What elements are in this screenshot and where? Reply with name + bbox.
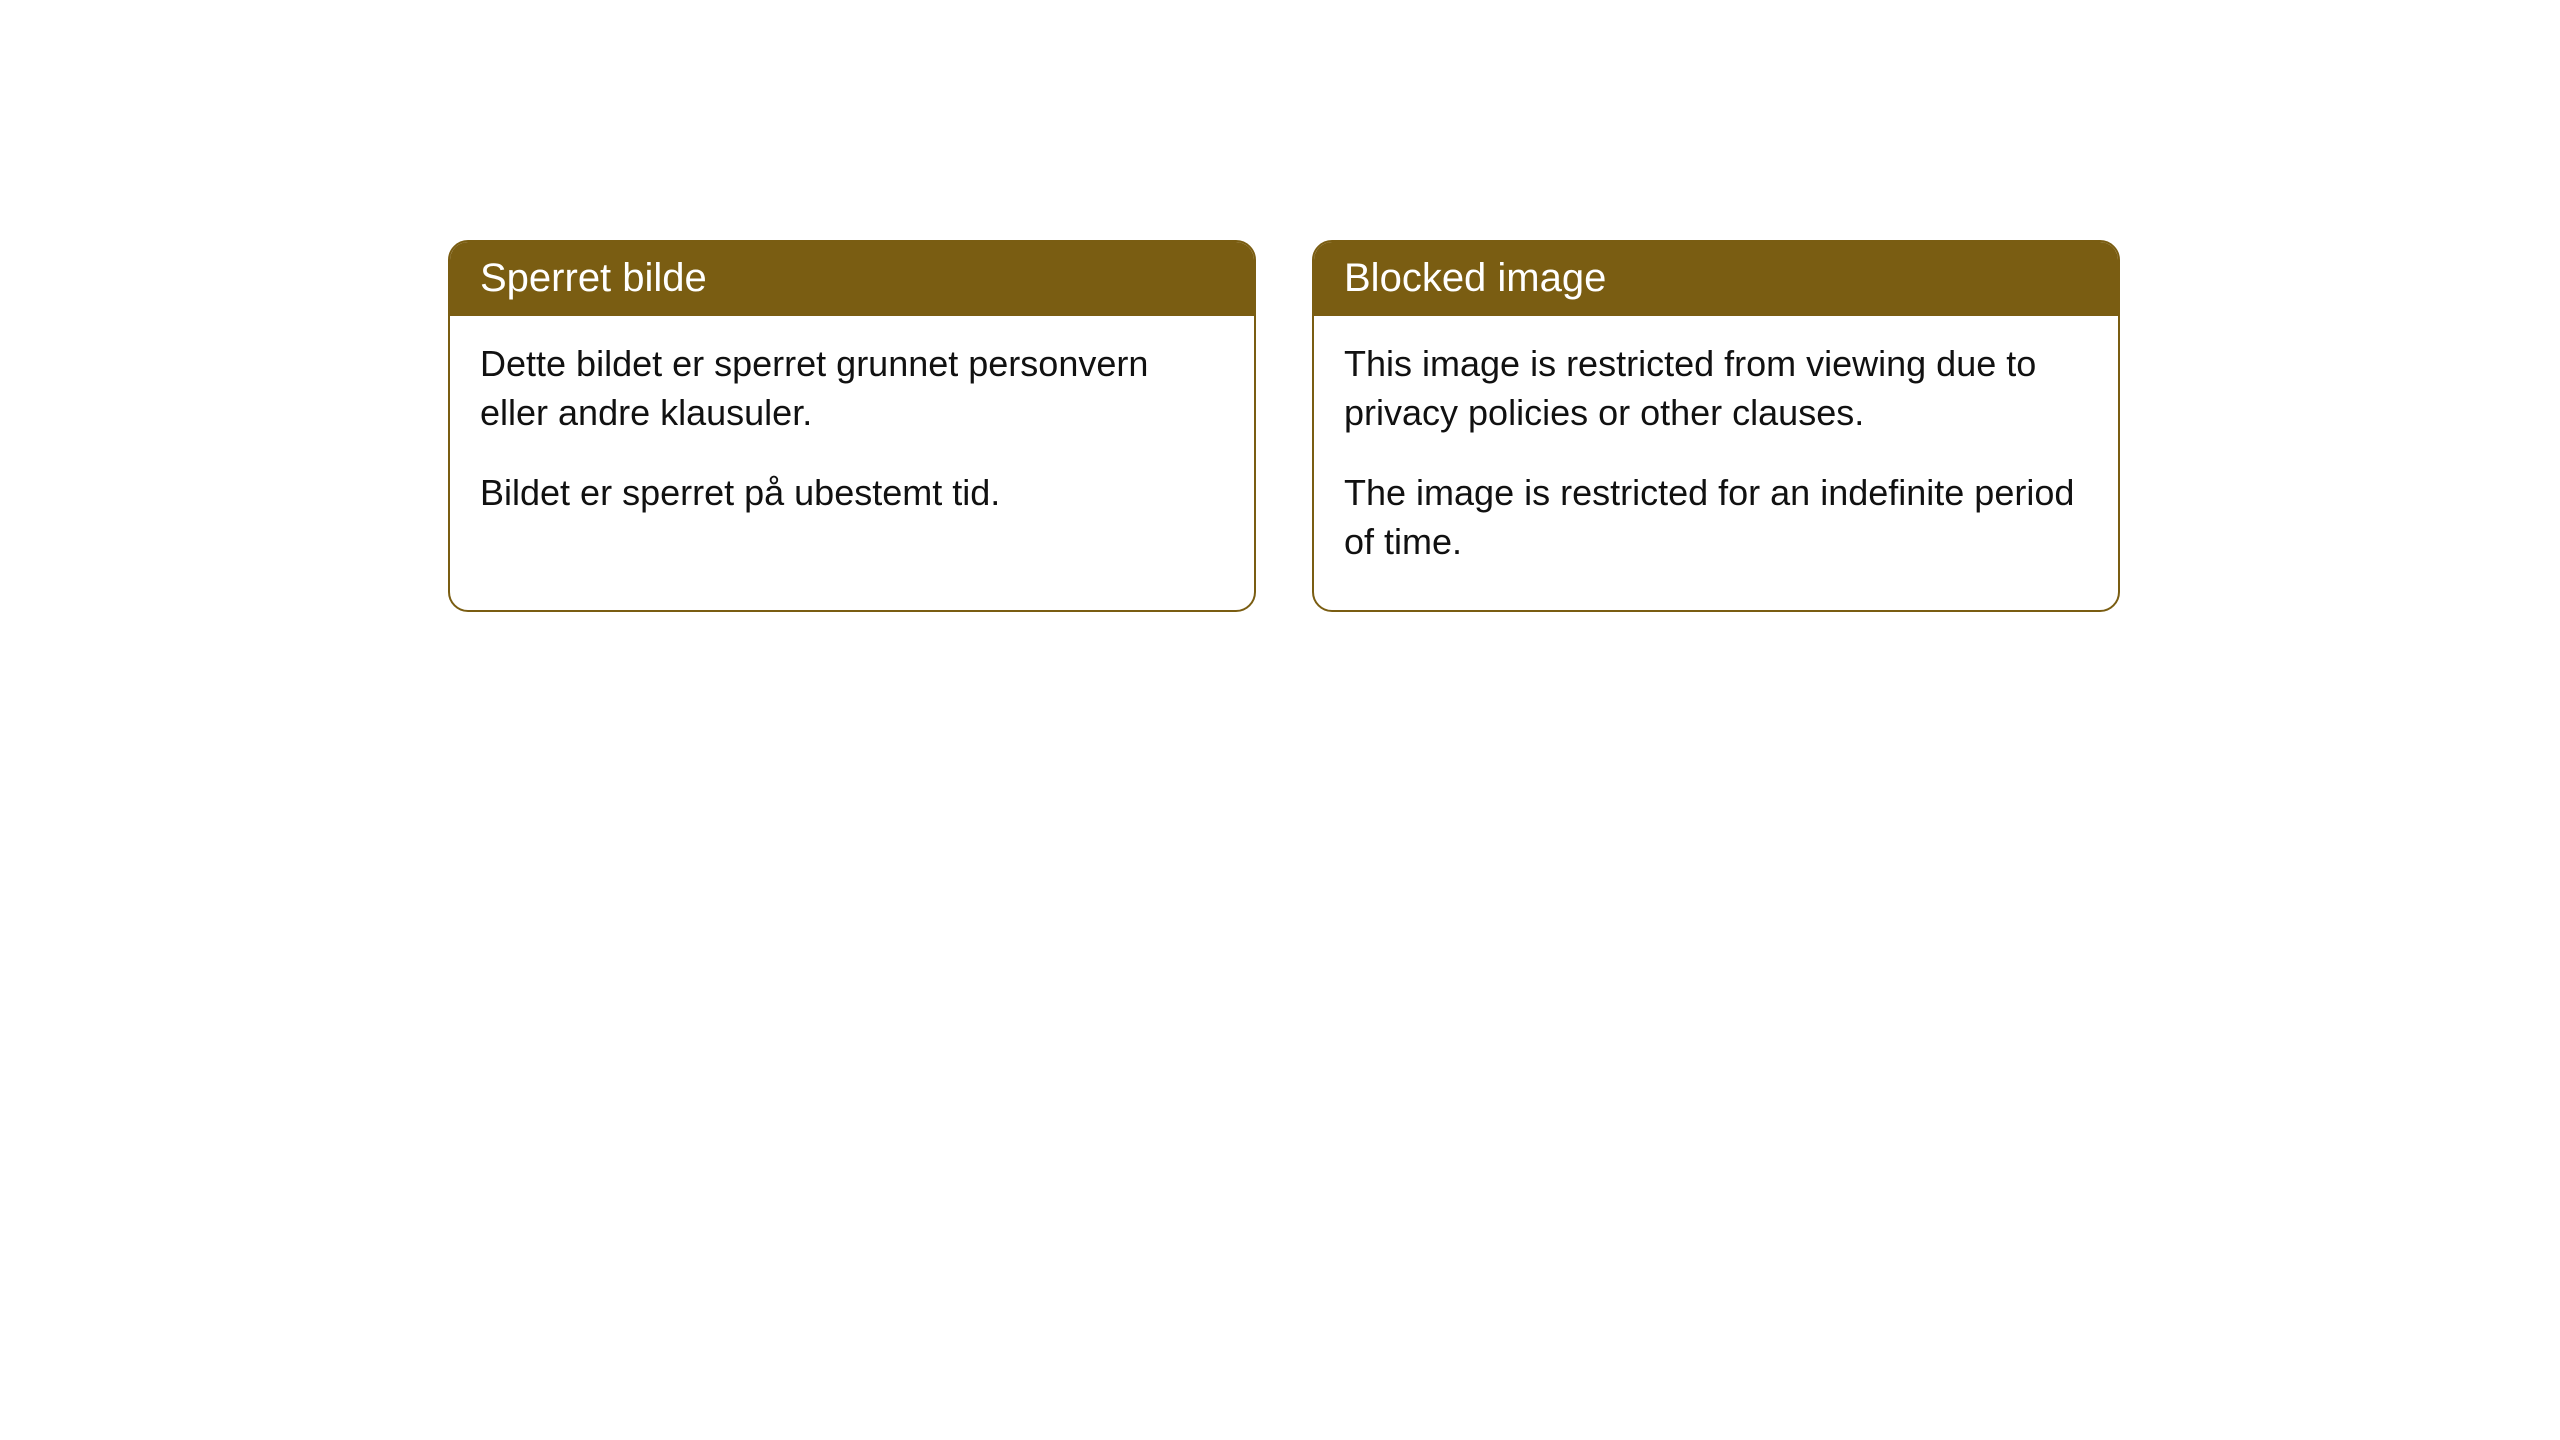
card-text-en-2: The image is restricted for an indefinit…	[1344, 469, 2088, 566]
card-header-en: Blocked image	[1314, 242, 2118, 316]
card-header-no: Sperret bilde	[450, 242, 1254, 316]
blocked-image-card-en: Blocked image This image is restricted f…	[1312, 240, 2120, 612]
card-text-en-1: This image is restricted from viewing du…	[1344, 340, 2088, 437]
message-cards-row: Sperret bilde Dette bildet er sperret gr…	[448, 240, 2120, 612]
card-text-no-1: Dette bildet er sperret grunnet personve…	[480, 340, 1224, 437]
card-body-no: Dette bildet er sperret grunnet personve…	[450, 316, 1254, 562]
card-text-no-2: Bildet er sperret på ubestemt tid.	[480, 469, 1224, 518]
card-body-en: This image is restricted from viewing du…	[1314, 316, 2118, 610]
blocked-image-card-no: Sperret bilde Dette bildet er sperret gr…	[448, 240, 1256, 612]
